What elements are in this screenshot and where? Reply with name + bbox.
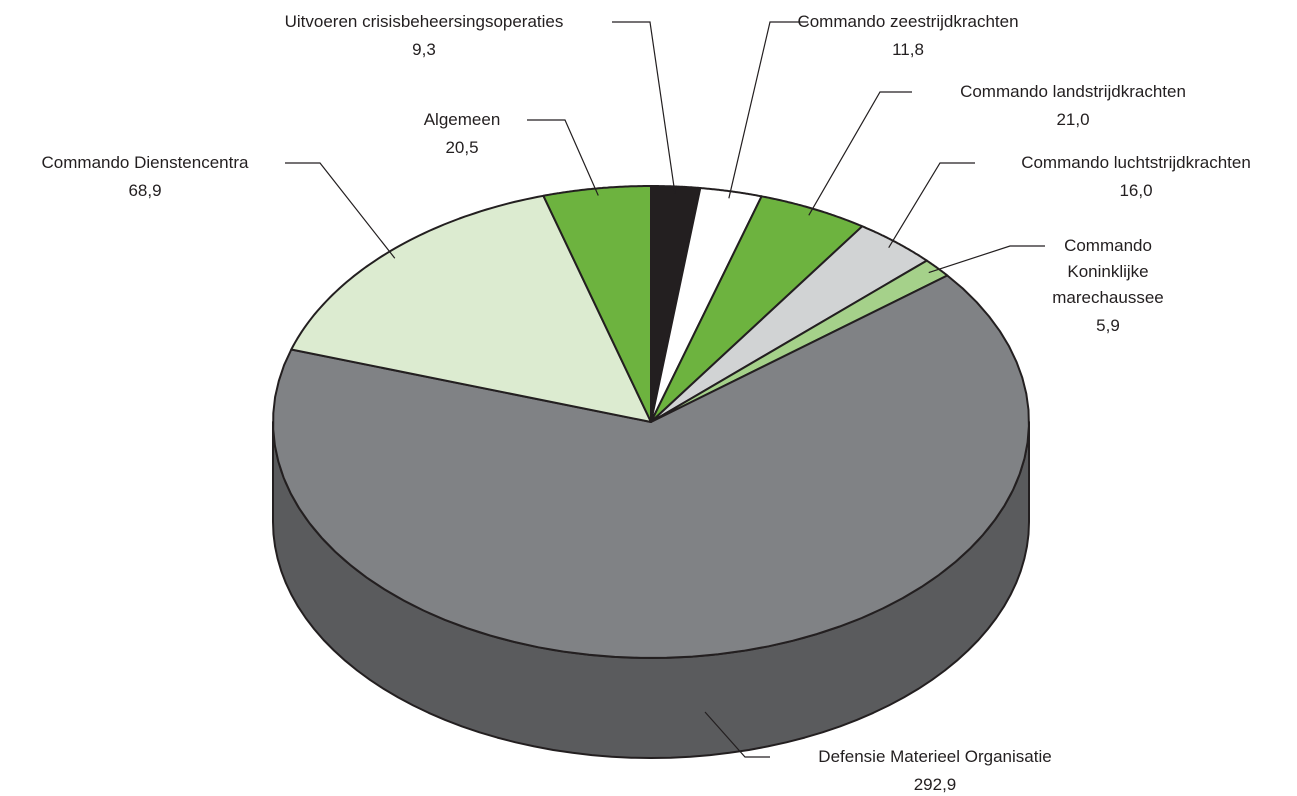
slice-label: Commando zeestrijdkrachten	[797, 12, 1019, 31]
slice-label: Commando Koninklijke marechaussee	[1052, 236, 1164, 307]
slice-label: Commando luchtstrijdkrachten	[1021, 153, 1251, 172]
slice-value: 68,9	[128, 181, 162, 200]
slice-label: Commando Dienstencentra	[41, 153, 249, 172]
slice-value: 5,9	[1096, 316, 1120, 335]
slice	[650, 225, 928, 423]
slice-value: 21,0	[1056, 110, 1090, 129]
leader-line	[285, 162, 396, 259]
slice-label: Algemeen	[423, 110, 501, 129]
slice-value: 20,5	[445, 138, 479, 157]
slice-value: 16,0	[1119, 181, 1153, 200]
slice	[542, 185, 652, 423]
leader-line	[888, 162, 975, 249]
leader-line	[527, 119, 599, 196]
slice	[650, 259, 949, 423]
leader-line	[928, 245, 1045, 274]
leader-line	[704, 711, 770, 758]
slice	[290, 194, 652, 423]
leader-line	[808, 91, 912, 216]
slice-label: Defensie Materieel Organisatie	[818, 747, 1052, 766]
slice	[650, 195, 864, 423]
slice-label: Commando landstrijdkrachten	[960, 82, 1186, 101]
slice-value: 9,3	[412, 40, 436, 59]
slice-label: Uitvoeren crisisbeheersingsoperaties	[284, 12, 564, 31]
slice	[272, 274, 1030, 659]
slice-value: 292,9	[913, 775, 957, 794]
leader-line	[728, 21, 808, 199]
slice-value: 11,8	[892, 40, 924, 59]
leader-line	[612, 21, 676, 194]
